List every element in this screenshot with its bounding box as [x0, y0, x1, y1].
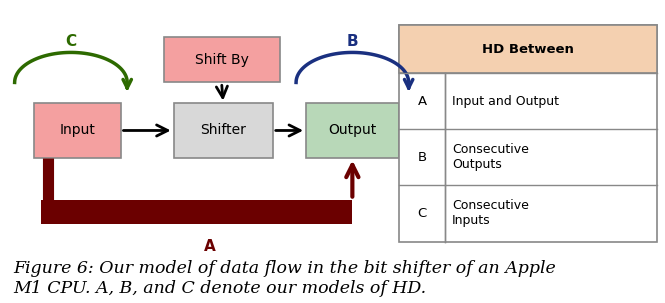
Text: A: A	[204, 238, 216, 254]
FancyBboxPatch shape	[399, 25, 657, 73]
Text: C: C	[418, 207, 426, 220]
Text: Shifter: Shifter	[200, 124, 246, 138]
Text: B: B	[418, 151, 426, 164]
Text: HD Between: HD Between	[482, 43, 574, 56]
FancyBboxPatch shape	[399, 25, 657, 241]
FancyBboxPatch shape	[164, 37, 279, 82]
Text: Output: Output	[329, 124, 376, 138]
FancyBboxPatch shape	[41, 200, 352, 224]
Text: Consecutive
Inputs: Consecutive Inputs	[452, 199, 529, 228]
Text: B: B	[346, 35, 358, 49]
FancyBboxPatch shape	[174, 103, 273, 158]
FancyBboxPatch shape	[35, 103, 120, 158]
Text: Input and Output: Input and Output	[452, 95, 559, 108]
Text: A: A	[418, 95, 426, 108]
Text: C: C	[65, 35, 76, 49]
Text: Input: Input	[60, 124, 96, 138]
Text: Shift By: Shift By	[195, 53, 249, 67]
Text: Figure 6: Our model of data flow in the bit shifter of an Apple
M1 CPU. A, B, an: Figure 6: Our model of data flow in the …	[13, 260, 556, 297]
FancyBboxPatch shape	[306, 103, 399, 158]
Text: Consecutive
Outputs: Consecutive Outputs	[452, 143, 529, 171]
